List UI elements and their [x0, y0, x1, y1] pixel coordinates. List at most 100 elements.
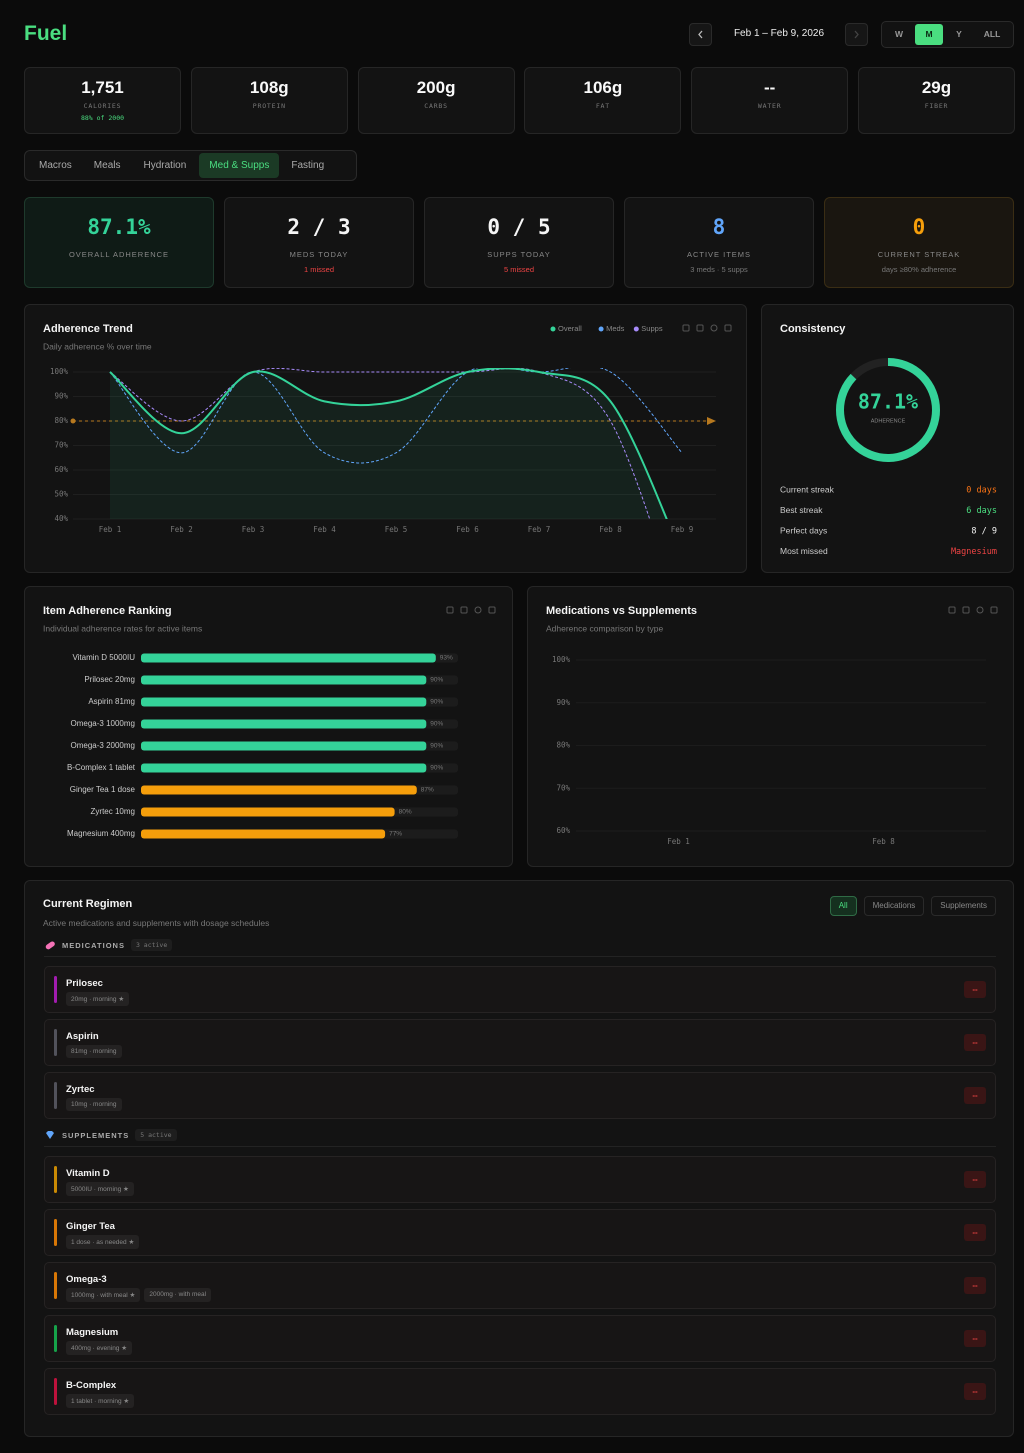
- period-button[interactable]: M: [915, 24, 943, 45]
- filter-button[interactable]: Medications: [863, 896, 925, 916]
- bar-label: Magnesium 400mg: [67, 829, 135, 838]
- legend-dot: [598, 326, 604, 332]
- chart-title: Medications vs Supplements: [546, 605, 697, 617]
- status-badge[interactable]: --: [964, 1171, 986, 1188]
- chart-title: Item Adherence Ranking: [43, 605, 172, 617]
- nav-button[interactable]: [689, 23, 712, 46]
- tab[interactable]: Fasting: [291, 160, 325, 171]
- status-badge[interactable]: --: [964, 1330, 986, 1347]
- regimen-item[interactable]: Ginger Tea 1 dose · as needed ★ --: [44, 1209, 996, 1256]
- chart-subtitle: Adherence comparison by type: [546, 623, 663, 633]
- regimen-item[interactable]: Magnesium 400mg · evening ★ --: [44, 1315, 996, 1362]
- stat-value: 200g: [416, 78, 456, 97]
- regimen-item[interactable]: Vitamin D 5000IU · morning ★ --: [44, 1156, 996, 1203]
- bar: [141, 763, 427, 773]
- status-badge[interactable]: --: [964, 1224, 986, 1241]
- chevron: [698, 30, 703, 39]
- status-badge[interactable]: --: [964, 1383, 986, 1400]
- toolbar-icon: [962, 606, 970, 614]
- regimen-item[interactable]: B-Complex 1 tablet · morning ★ --: [44, 1368, 996, 1415]
- y-tick-label: 70%: [556, 783, 570, 792]
- stat-note: 88% of 2000: [80, 114, 125, 122]
- summary-value: 0: [912, 215, 926, 239]
- summary-note: 1 missed: [303, 265, 334, 274]
- summary-value: 87.1%: [87, 215, 151, 239]
- status-badge[interactable]: --: [964, 1087, 986, 1104]
- y-tick-label: 80%: [54, 416, 68, 425]
- bar: [141, 719, 427, 729]
- regimen-item[interactable]: Prilosec 20mg · morning ★ --: [44, 966, 996, 1013]
- stat-value: 29g: [921, 78, 952, 97]
- item-name: Vitamin D: [66, 1168, 110, 1179]
- x-tick-label: Feb 4: [313, 525, 336, 534]
- status-badge[interactable]: --: [964, 1277, 986, 1294]
- period-button[interactable]: ALL: [983, 29, 1001, 39]
- chart-subtitle: Individual adherence rates for active it…: [43, 623, 202, 633]
- status-badge[interactable]: --: [964, 1034, 986, 1051]
- x-tick-label: Feb 7: [528, 525, 551, 534]
- nav-button[interactable]: [845, 23, 868, 46]
- summary-note: 3 meds · 5 supps: [690, 265, 748, 274]
- filter-button[interactable]: All: [829, 896, 857, 916]
- toolbar-icon: [696, 324, 704, 332]
- item-name: Zyrtec: [66, 1084, 95, 1095]
- date-range: Feb 1 – Feb 9, 2026: [733, 28, 825, 39]
- toolbar-icon: [724, 324, 732, 332]
- toolbar-icon: [474, 606, 482, 614]
- dose-tag: 1000mg · with meal ★: [66, 1288, 141, 1302]
- y-tick-label: 60%: [54, 465, 68, 474]
- consistency-card: Consistency 87.1% ADHERENCE Current streak 0…: [761, 304, 1014, 573]
- regimen-item[interactable]: Aspirin 81mg · morning --: [44, 1019, 996, 1066]
- tab[interactable]: Hydration: [143, 160, 187, 171]
- item-name: Prilosec: [66, 978, 103, 989]
- stat-row-label: Best streak: [780, 505, 823, 515]
- period-button[interactable]: W: [894, 29, 904, 39]
- trend-card: Adherence Trend Daily adherence % over ti…: [24, 304, 747, 573]
- item-stripe: [54, 1219, 57, 1246]
- item-name: B-Complex: [66, 1380, 117, 1391]
- group-count: 3 active: [130, 939, 173, 951]
- section-subtitle: Active medications and supplements with …: [43, 918, 270, 928]
- stat-label: PROTEIN: [252, 102, 286, 110]
- y-tick-label: 100%: [50, 367, 69, 376]
- tab[interactable]: Med & Supps: [199, 153, 280, 178]
- bar-value-label: 90%: [430, 743, 443, 750]
- y-tick-label: 100%: [552, 655, 571, 664]
- tab[interactable]: Meals: [93, 160, 121, 171]
- toolbar-icon: [488, 606, 496, 614]
- area: [110, 368, 682, 519]
- chart-svg: Consistency 87.1% ADHERENCE Current streak 0…: [780, 323, 997, 557]
- filter-bar: All Medications Supplements: [829, 896, 996, 916]
- group-header: SUPPLEMENTS 5 active: [44, 1128, 177, 1142]
- x-tick-label: Feb 8: [872, 837, 895, 846]
- summary-card: 87.1% OVERALL ADHERENCE: [24, 197, 214, 288]
- regimen-item[interactable]: Omega-3 1000mg · with meal ★ 2000mg · with…: [44, 1262, 996, 1309]
- stat-label: CARBS: [424, 102, 448, 110]
- regimen-item[interactable]: Zyrtec 10mg · morning --: [44, 1072, 996, 1119]
- summary-label: ACTIVE ITEMS: [686, 250, 752, 259]
- stat-card: 200g CARBS: [357, 67, 515, 134]
- item-tags: 81mg · morning: [66, 1045, 122, 1058]
- tab[interactable]: Macros: [39, 160, 72, 171]
- bar-value-label: 90%: [430, 765, 443, 772]
- bar: [141, 675, 427, 685]
- dose-tag: 10mg · morning: [66, 1098, 122, 1111]
- stat-card: -- WATER: [691, 67, 849, 134]
- bar-value-label: 93%: [440, 655, 453, 662]
- ring-caption: ADHERENCE: [871, 418, 906, 424]
- y-tick-label: 50%: [54, 490, 68, 499]
- summary-value: 0 / 5: [487, 215, 551, 239]
- bar-value-label: 77%: [389, 831, 402, 838]
- item-name: Magnesium: [66, 1327, 119, 1338]
- status-badge[interactable]: --: [964, 981, 986, 998]
- stat-card: 1,751 CALORIES 88% of 2000: [24, 67, 181, 134]
- period-button[interactable]: Y: [956, 29, 962, 39]
- legend-label: Overall: [558, 324, 582, 333]
- chart-svg: Item Adherence Ranking Individual adheren…: [43, 605, 496, 839]
- plot: [109, 368, 683, 519]
- toolbar-icon: [710, 324, 718, 332]
- filter-button[interactable]: Supplements: [931, 896, 996, 916]
- stat-row-value: 0 days: [966, 486, 997, 496]
- stat-value: --: [764, 78, 776, 97]
